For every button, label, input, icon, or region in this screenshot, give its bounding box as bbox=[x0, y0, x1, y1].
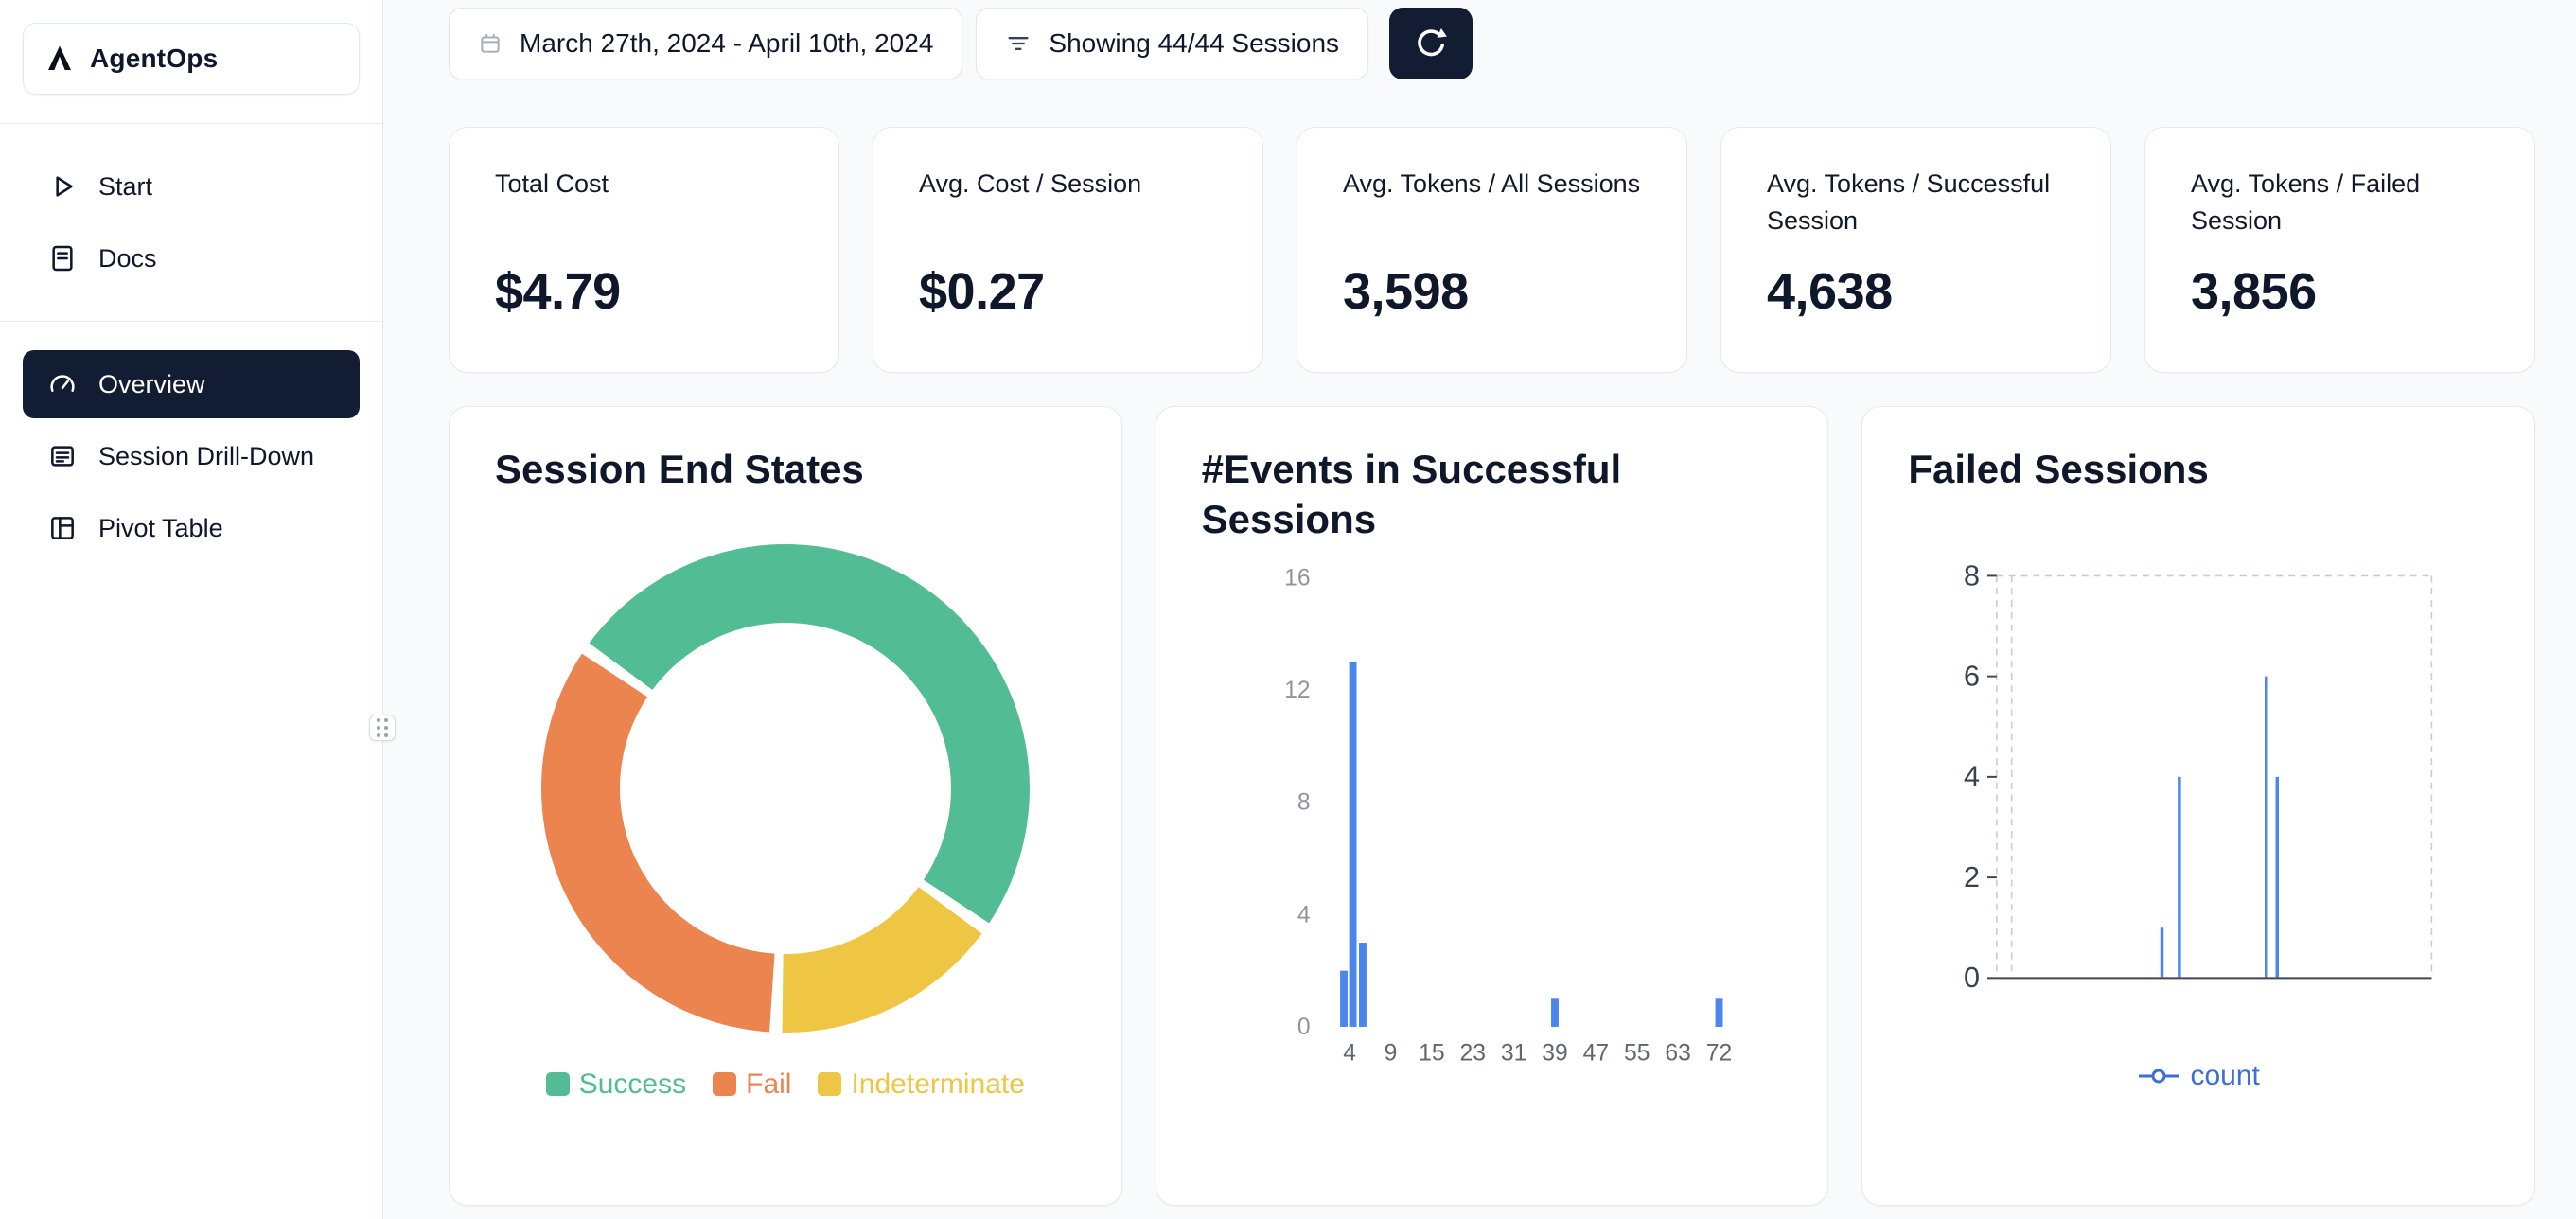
svg-text:8: 8 bbox=[1964, 559, 1980, 592]
stat-label: Total Cost bbox=[495, 169, 609, 198]
sidebar-item-label: Docs bbox=[98, 243, 157, 273]
calendar-icon bbox=[478, 31, 503, 56]
chart-card-session-end-states: Session End States Success Fail bbox=[449, 406, 1122, 1206]
stat-label: Avg. Cost / Session bbox=[919, 169, 1142, 198]
svg-text:0: 0 bbox=[1964, 962, 1980, 994]
logo[interactable]: AgentOps bbox=[23, 23, 360, 95]
sidebar-item-label: Session Drill-Down bbox=[98, 441, 315, 470]
stat-label: Avg. Tokens / Successful Session bbox=[1767, 169, 2051, 236]
donut-legend: Success Fail Indeterminate bbox=[495, 1069, 1076, 1101]
filter-icon bbox=[1005, 30, 1032, 57]
count-legend[interactable]: count bbox=[1908, 1060, 2489, 1092]
sidebar-item-session-drilldown[interactable]: Session Drill-Down bbox=[23, 422, 360, 490]
svg-text:4: 4 bbox=[1964, 760, 1980, 792]
stat-value: $0.27 bbox=[919, 263, 1045, 320]
svg-text:16: 16 bbox=[1284, 566, 1310, 592]
legend-swatch bbox=[545, 1072, 570, 1096]
sidebar-top-nav: Start Docs bbox=[23, 152, 360, 292]
gauge-icon bbox=[47, 369, 78, 399]
chart-card-failed-sessions: Failed Sessions 0 2 4 6 8 count bbox=[1861, 406, 2536, 1206]
topbar: March 27th, 2024 - April 10th, 2024 Show… bbox=[449, 8, 2535, 80]
line-marker-icon bbox=[2139, 1069, 2179, 1084]
stat-card-total-cost: Total Cost $4.79 bbox=[449, 127, 839, 373]
sidebar: AgentOps Start Docs bbox=[0, 0, 396, 1219]
chart-title: Session End States bbox=[495, 447, 864, 491]
chart-card-events-successful: #Events in Successful Sessions 0 4 8 12 16 4 9… bbox=[1155, 406, 1829, 1206]
legend-label: Fail bbox=[746, 1068, 792, 1100]
sidebar-item-start[interactable]: Start bbox=[23, 152, 360, 221]
stat-value: 3,856 bbox=[2191, 263, 2317, 321]
legend-label: Success bbox=[578, 1068, 687, 1100]
donut-svg bbox=[540, 543, 1030, 1033]
chart-title: #Events in Successful Sessions bbox=[1201, 447, 1622, 541]
legend-item-indeterminate[interactable]: Indeterminate bbox=[818, 1068, 1025, 1101]
docs-icon bbox=[47, 243, 78, 274]
stat-label: Avg. Tokens / Failed Session bbox=[2191, 169, 2421, 236]
svg-text:0: 0 bbox=[1297, 1015, 1311, 1040]
svg-text:15: 15 bbox=[1419, 1041, 1444, 1067]
sessions-filter-label: Showing 44/44 Sessions bbox=[1049, 28, 1340, 58]
legend-swatch bbox=[713, 1072, 737, 1096]
stat-card-avg-cost-session: Avg. Cost / Session $0.27 bbox=[873, 127, 1263, 373]
charts-row: Session End States Success Fail bbox=[449, 406, 2536, 1206]
stats-row: Total Cost $4.79 Avg. Cost / Session $0.… bbox=[449, 127, 2535, 373]
refresh-button[interactable] bbox=[1389, 8, 1473, 80]
legend-item-success[interactable]: Success bbox=[545, 1068, 687, 1101]
count-legend-label: count bbox=[2190, 1059, 2260, 1091]
sidebar-divider-mid bbox=[0, 321, 382, 322]
svg-text:2: 2 bbox=[1964, 860, 1980, 892]
sessions-filter-button[interactable]: Showing 44/44 Sessions bbox=[976, 8, 1369, 80]
sidebar-resize-handle[interactable] bbox=[369, 715, 396, 741]
stat-value: $4.79 bbox=[495, 263, 621, 320]
sessions-icon bbox=[47, 441, 78, 471]
sidebar-item-label: Pivot Table bbox=[98, 513, 223, 542]
sidebar-item-label: Start bbox=[98, 171, 153, 201]
stat-label: Avg. Tokens / All Sessions bbox=[1343, 169, 1641, 198]
sidebar-divider-top bbox=[0, 123, 382, 124]
chart-title: Failed Sessions bbox=[1908, 447, 2209, 491]
legend-label: Indeterminate bbox=[851, 1068, 1025, 1100]
main-content: March 27th, 2024 - April 10th, 2024 Show… bbox=[383, 0, 2576, 1219]
sidebar-item-label: Overview bbox=[98, 369, 205, 398]
legend-item-fail[interactable]: Fail bbox=[713, 1069, 791, 1101]
svg-text:63: 63 bbox=[1665, 1041, 1690, 1067]
sidebar-item-overview[interactable]: Overview bbox=[23, 350, 360, 418]
stat-value: 4,638 bbox=[1767, 263, 1893, 321]
svg-text:9: 9 bbox=[1384, 1041, 1397, 1067]
agentops-logo-icon bbox=[44, 44, 75, 74]
sidebar-item-docs[interactable]: Docs bbox=[23, 224, 360, 292]
sidebar-main-nav: Overview Session Drill-Down Pivot Table bbox=[23, 350, 360, 562]
stat-card-avg-tokens-all: Avg. Tokens / All Sessions 3,598 bbox=[1297, 127, 1687, 373]
stat-card-avg-tokens-failed: Avg. Tokens / Failed Session 3,856 bbox=[2144, 127, 2535, 373]
line-chart-svg: 0 2 4 6 8 bbox=[1964, 559, 2433, 994]
svg-text:31: 31 bbox=[1501, 1041, 1526, 1067]
stat-card-avg-tokens-successful: Avg. Tokens / Successful Session 4,638 bbox=[1720, 127, 2111, 373]
svg-text:23: 23 bbox=[1459, 1041, 1485, 1067]
logo-text: AgentOps bbox=[90, 44, 219, 73]
legend-swatch bbox=[818, 1072, 842, 1096]
svg-text:4: 4 bbox=[1343, 1041, 1356, 1067]
svg-text:72: 72 bbox=[1705, 1041, 1731, 1067]
date-range-label: March 27th, 2024 - April 10th, 2024 bbox=[520, 28, 934, 58]
svg-text:6: 6 bbox=[1964, 660, 1980, 692]
donut-chart bbox=[495, 542, 1076, 1034]
play-icon bbox=[47, 171, 78, 202]
date-range-button[interactable]: March 27th, 2024 - April 10th, 2024 bbox=[449, 8, 963, 80]
svg-text:12: 12 bbox=[1284, 678, 1310, 703]
svg-text:47: 47 bbox=[1582, 1041, 1608, 1067]
svg-text:39: 39 bbox=[1542, 1041, 1567, 1067]
pivot-icon bbox=[47, 513, 78, 543]
refresh-icon bbox=[1412, 25, 1450, 62]
svg-text:55: 55 bbox=[1624, 1041, 1650, 1067]
svg-text:4: 4 bbox=[1297, 902, 1311, 928]
bar-chart-svg: 0 4 8 12 16 4 9 15 23 31 39 47 55 63 72 bbox=[1284, 566, 1732, 1067]
svg-text:8: 8 bbox=[1297, 790, 1311, 816]
stat-value: 3,598 bbox=[1343, 263, 1469, 320]
sidebar-item-pivot-table[interactable]: Pivot Table bbox=[23, 494, 360, 562]
